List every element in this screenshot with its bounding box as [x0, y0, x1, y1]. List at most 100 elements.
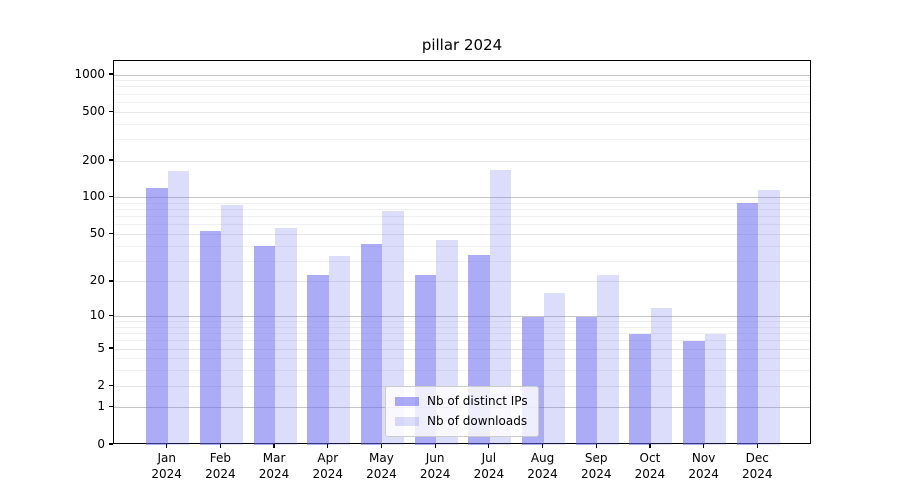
y-tick-mark [108, 73, 113, 75]
bar-downloads [167, 171, 190, 445]
y-tick-label: 500 [82, 103, 105, 118]
bar-downloads [221, 205, 243, 445]
bar-distinct-ips [736, 203, 759, 445]
gridline [114, 316, 810, 318]
legend-row: Nb of downloads [395, 414, 528, 429]
bar-downloads [275, 228, 297, 445]
gridline [114, 80, 810, 82]
gridline [114, 224, 810, 226]
y-tick-label: 20 [89, 273, 105, 288]
gridline [114, 348, 810, 350]
gridline [114, 123, 810, 125]
legend-label: Nb of downloads [427, 414, 528, 428]
chart-title: pillar 2024 [421, 36, 503, 54]
gridline [114, 233, 810, 235]
gridline [114, 245, 810, 247]
y-tick-mark [108, 443, 113, 445]
x-tick-label: Nov 2024 [688, 451, 719, 481]
x-tick-mark [273, 444, 275, 448]
x-tick-label: Aug 2024 [527, 451, 558, 481]
y-tick-label: 1 [97, 399, 105, 414]
bar-distinct-ips [199, 231, 222, 445]
gridline [114, 202, 810, 204]
gridline [114, 101, 810, 103]
y-tick-label: 200 [82, 152, 105, 167]
x-tick-label: Oct 2024 [634, 451, 666, 481]
x-tick-mark [649, 444, 651, 448]
x-tick-label: Mar 2024 [258, 451, 290, 481]
y-tick-mark [108, 314, 113, 317]
gridline [114, 321, 810, 323]
y-tick-mark [108, 110, 113, 112]
x-tick-mark [380, 444, 383, 448]
x-tick-label: Jul 2024 [473, 451, 505, 481]
x-tick-label: Jan 2024 [151, 451, 182, 481]
x-tick-mark [327, 444, 329, 448]
bar-distinct-ips [575, 316, 598, 445]
y-tick-label: 10 [89, 308, 105, 323]
gridline [114, 216, 810, 218]
gridline [114, 111, 810, 113]
y-tick-mark [108, 384, 113, 386]
gridline [114, 160, 810, 162]
y-tick-mark [108, 280, 113, 282]
y-tick-mark [108, 232, 113, 235]
gridline [114, 358, 810, 360]
x-tick-label: Sep 2024 [580, 451, 612, 481]
gridline [114, 370, 810, 372]
x-tick-label: Dec 2024 [742, 451, 773, 481]
x-tick-mark [595, 444, 597, 448]
legend: Nb of distinct IPs Nb of downloads [385, 386, 539, 437]
x-tick-label: May 2024 [366, 451, 397, 481]
gridline [114, 86, 810, 88]
x-tick-label: Apr 2024 [312, 451, 344, 481]
y-tick-label: 1000 [74, 66, 105, 81]
gridline [114, 209, 810, 211]
bar-downloads [704, 333, 727, 445]
gridline [114, 333, 810, 335]
gridline [114, 281, 810, 283]
x-tick-mark [541, 444, 544, 448]
legend-swatch-distinct-ips [395, 397, 419, 406]
y-tick-label: 2 [97, 377, 105, 392]
gridline [114, 197, 810, 199]
bar-downloads [758, 190, 780, 445]
gridline [114, 74, 810, 76]
bar-downloads [543, 293, 565, 445]
y-tick-label: 100 [82, 189, 105, 204]
legend-label: Nb of distinct IPs [427, 394, 528, 408]
bar-downloads [597, 274, 619, 445]
x-tick-label: Feb 2024 [205, 451, 236, 481]
bar-downloads [328, 256, 351, 445]
x-tick-mark [756, 444, 758, 448]
y-tick-mark [108, 347, 113, 349]
x-tick-mark [434, 444, 436, 448]
gridline [114, 340, 810, 342]
gridline [114, 138, 810, 140]
y-tick-mark [108, 196, 113, 198]
x-tick-mark [166, 444, 168, 448]
bar-distinct-ips [253, 246, 276, 445]
y-tick-label: 5 [97, 340, 105, 355]
legend-swatch-downloads [395, 417, 419, 426]
plot-area [113, 60, 811, 445]
x-tick-mark [219, 444, 221, 448]
y-tick-label: 50 [89, 225, 105, 240]
gridline [114, 260, 810, 262]
gridline [114, 326, 810, 328]
legend-row: Nb of distinct IPs [395, 394, 528, 409]
bar-distinct-ips [360, 243, 383, 445]
bar-distinct-ips [629, 333, 651, 445]
gridline [114, 93, 810, 95]
bar-distinct-ips [683, 340, 705, 445]
x-tick-mark [488, 444, 490, 448]
x-tick-mark [703, 444, 705, 448]
bar-distinct-ips [146, 188, 168, 445]
x-tick-label: Jun 2024 [419, 451, 451, 481]
bar-downloads [650, 307, 673, 445]
y-tick-mark [108, 406, 113, 408]
y-tick-mark [108, 159, 113, 161]
y-tick-label: 0 [97, 436, 105, 451]
bar-downloads [489, 169, 512, 445]
